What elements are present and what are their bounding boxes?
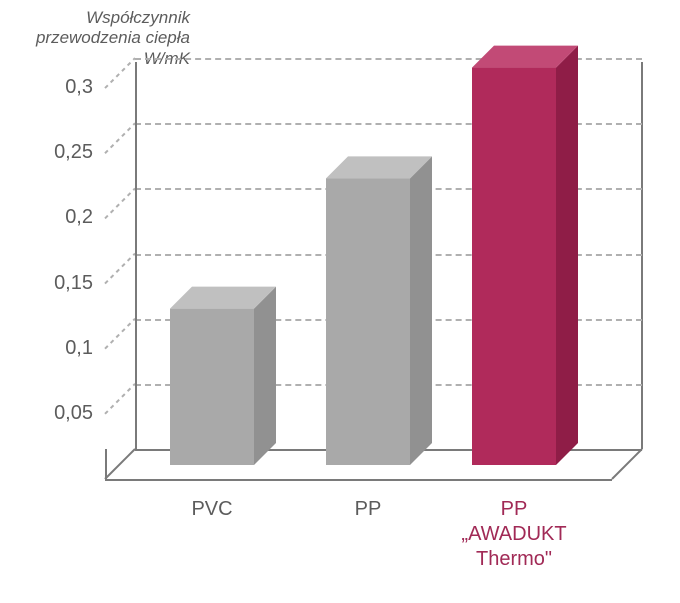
x-tick-label-PP: PP: [296, 497, 440, 522]
x-tick-label-PVC: PVC: [140, 497, 284, 522]
thermal-conductivity-chart: Współczynnik przewodzenia ciepła W/mK 0,…: [0, 0, 680, 603]
x-tick-label-PP-AWADUKT: PP „AWADUKT Thermo": [442, 497, 586, 572]
